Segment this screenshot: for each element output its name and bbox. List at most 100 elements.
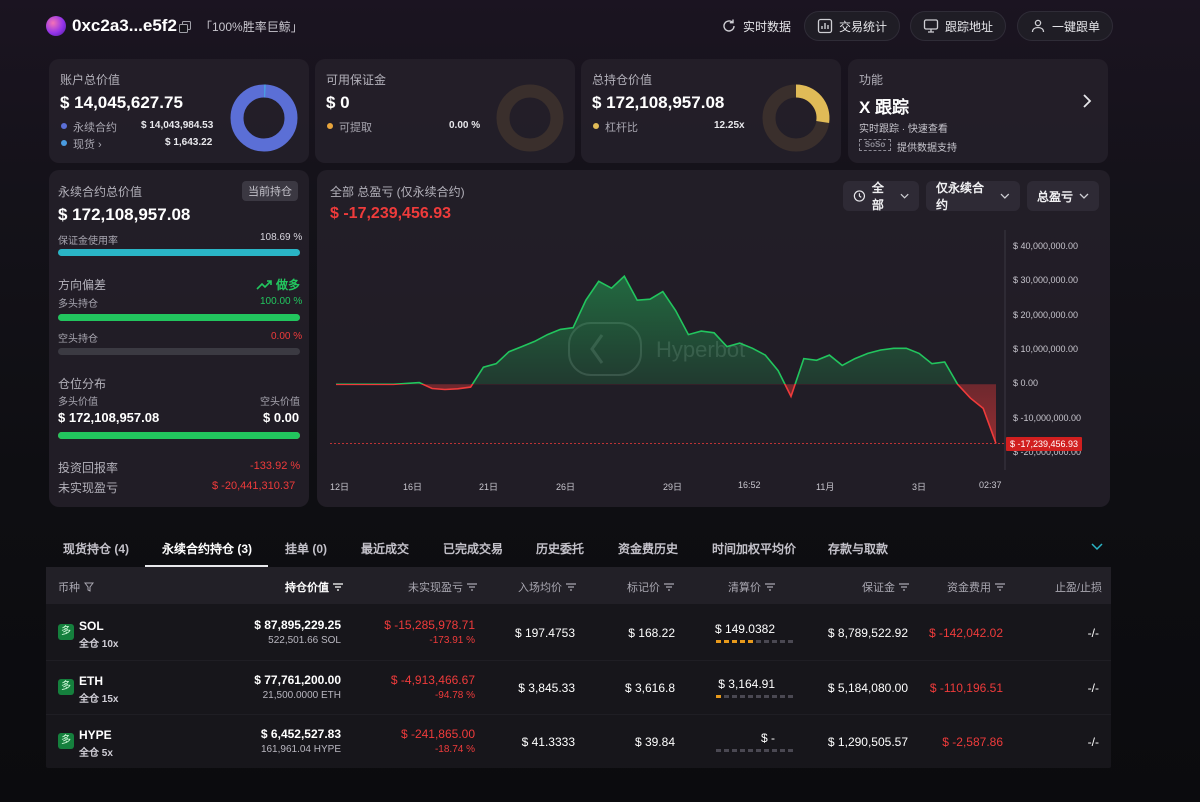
sort-icon [664,583,674,591]
track-address-button[interactable]: 跟踪地址 [910,11,1007,41]
tab-perp-holdings[interactable]: 永续合约持仓 (3) [162,542,253,556]
short-pct: 0.00 % [271,331,303,342]
risk-dot [780,749,785,752]
coin-symbol[interactable]: SOL [79,619,104,633]
copy-trade-button[interactable]: 一键跟单 [1017,11,1114,41]
tab-twap[interactable]: 时间加权平均价 [712,542,797,556]
risk-dot [748,640,753,643]
mark-price: $ 3,616.8 [624,681,675,695]
unrealized-pnl-pct: -173.91 % [429,635,475,646]
x-tick-label: 16:52 [738,480,761,490]
available-margin-card: 可用保证金 $ 0 可提取 0.00 % [315,59,575,163]
metric-filter-dropdown[interactable]: 总盈亏 [1027,181,1099,211]
scope-filter-dropdown[interactable]: 仅永续合约 [926,181,1020,212]
th-entry-price[interactable]: 入场均价 [518,579,576,595]
liquidation-risk-meter [716,749,793,752]
risk-dot [732,640,737,643]
unrealized-pnl: $ -4,913,466.67 [390,673,475,687]
tpsl-value[interactable]: -/- [1087,626,1099,640]
sort-icon [765,583,775,591]
risk-dot [764,695,769,698]
x-tick-label: 12日 [330,482,350,492]
unrealized-pnl: $ -241,865.00 [400,727,475,741]
trade-stats-button[interactable]: 交易统计 [804,11,901,41]
pnl-area-positive [398,276,958,384]
risk-dot [756,749,761,752]
stats-icon [817,18,833,34]
sort-icon [995,583,1005,591]
tab-spot-holdings[interactable]: 现货持仓 (4) [63,542,130,556]
short-value: $ 0.00 [263,410,300,425]
th-upnl[interactable]: 未实现盈亏 [408,579,477,595]
tpsl-value[interactable]: -/- [1087,681,1099,695]
tab-recent-fills[interactable]: 最近成交 [361,542,410,556]
chevron-down-icon [1000,193,1010,199]
risk-dot [748,749,753,752]
perp-value: $ 14,043,984.53 [141,120,214,131]
realtime-data-button[interactable]: 实时数据 [709,11,803,41]
tab-deposits-withdrawals[interactable]: 存款与取款 [828,542,889,556]
margin-value: $ 0 [326,93,350,112]
total-position-card: 总持仓价值 $ 172,108,957.08 杠杆比 12.25x [581,59,841,163]
th-margin[interactable]: 保证金 [862,579,909,595]
distribution-fill [58,432,300,439]
th-funding[interactable]: 资金费用 [947,579,1005,595]
x-tick-label: 29日 [663,482,683,492]
th-liq-price[interactable]: 清算价 [728,579,775,595]
tab-completed-trades[interactable]: 已完成交易 [443,542,504,556]
tab-order-history[interactable]: 历史委托 [536,542,585,556]
perp-dot [61,123,67,129]
spot-link[interactable]: 现货 › [73,139,102,151]
x-track-card[interactable]: 功能 X 跟踪 实时跟踪 · 快速查看 SoSo 提供数据支持 [848,59,1108,163]
x-tick-label: 02:37 [979,480,1002,490]
th-position-value[interactable]: 持仓价值 [285,579,343,595]
margin-mode: 全仓 5x [79,748,113,759]
coin-symbol[interactable]: ETH [79,674,103,688]
position-size: 21,500.0000 ETH [262,690,341,701]
short-label: 空头持仓 [58,334,98,345]
table-row[interactable] [46,714,1111,768]
margin-value: $ 1,290,505.57 [827,735,908,749]
margin-donut [496,84,564,152]
long-label: 多头持仓 [58,299,98,310]
track-address-label: 跟踪地址 [945,19,994,34]
mark-price: $ 168.22 [628,626,675,640]
mark-price: $ 39.84 [634,735,675,749]
distribution-bar [58,432,300,439]
upnl-value: $ -20,441,310.37 [212,480,296,492]
liquidation-price: $ 3,164.91 [718,677,775,691]
coin-symbol[interactable]: HYPE [79,728,112,742]
copy-icon[interactable] [179,20,191,38]
chevron-down-icon [900,193,909,199]
trade-stats-label: 交易统计 [839,19,888,34]
tpsl-value[interactable]: -/- [1087,735,1099,749]
th-coin[interactable]: 币种 [58,579,94,595]
th-margin-label: 保证金 [862,582,895,594]
spot-label: 现货 [73,139,95,151]
withdrawable-label: 可提取 [339,122,372,134]
pnl-line-positive [336,274,959,384]
tab-open-orders[interactable]: 挂单 (0) [285,542,328,556]
sosovalue-logo: SoSo [859,138,891,151]
tab-funding-history[interactable]: 资金费历史 [618,542,679,556]
roi-label: 投资回报率 [58,461,119,475]
time-filter-dropdown[interactable]: 全部 [843,181,919,212]
table-row[interactable] [46,660,1111,714]
copy-trade-label: 一键跟单 [1052,19,1101,34]
avatar [46,16,66,36]
unrealized-pnl: $ -15,285,978.71 [384,618,475,632]
long-badge: 多 [58,679,74,695]
leverage-value: 12.25x [714,120,745,131]
margin-usage-fill [58,249,300,256]
th-position-value-label: 持仓价值 [285,582,329,594]
y-tick-label: $ 20,000,000.00 [1013,309,1079,320]
unrealized-pnl-pct: -18.74 % [434,744,475,755]
y-tick-label: $ -20,000,000.00 [1013,447,1082,457]
current-position-badge: 当前持仓 [242,181,298,201]
th-mark-price[interactable]: 标记价 [627,579,674,595]
y-tick-label: $ 40,000,000.00 [1013,241,1079,251]
collapse-chevron-icon[interactable] [1091,543,1103,551]
risk-dot [724,640,729,643]
table-header-row [46,567,1111,604]
position-value: $ 87,895,229.25 [254,618,341,632]
